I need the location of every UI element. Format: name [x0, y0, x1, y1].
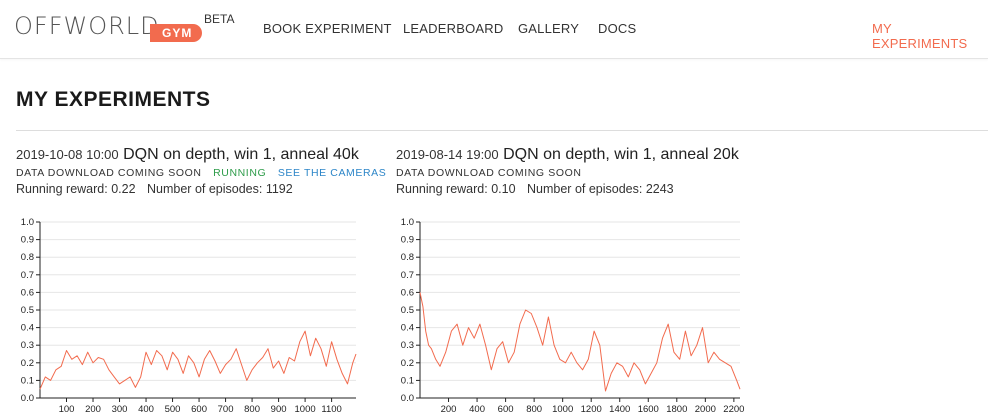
y-tick-label: 0.6: [401, 287, 414, 298]
experiment-name: DQN on depth, win 1, anneal 40k: [123, 146, 359, 163]
beta-label: BETA: [204, 12, 235, 26]
x-tick-label: 2200: [723, 404, 744, 415]
experiment-datetime: 2019-08-14 19:00: [396, 147, 499, 162]
x-tick-label: 1600: [638, 404, 659, 415]
experiment-header: 2019-10-08 10:00 DQN on depth, win 1, an…: [16, 146, 376, 164]
logo-wordmark: OFFWORLD: [14, 12, 160, 40]
x-tick-label: 500: [165, 404, 181, 415]
y-tick-label: 0.5: [21, 305, 34, 316]
y-tick-label: 0.3: [21, 340, 34, 351]
top-navbar: OFFWORLD GYM BETA BOOK EXPERIMENT LEADER…: [0, 0, 988, 59]
x-tick-label: 300: [112, 404, 128, 415]
reward-chart-1: 0.0 0.1 0.2 0.3 0.4 0.5 0.6 0.7 0.8 0.9 1.0 100 200 3…: [21, 217, 357, 415]
reward-chart-2: 0.0 0.1 0.2 0.3 0.4 0.5 0.6 0.7 0.8 0.9 1.0 200 400 6…: [401, 217, 745, 415]
logo-gym-badge: GYM: [150, 24, 203, 42]
x-tick-label: 1000: [295, 404, 316, 415]
y-tick-label: 0.3: [401, 340, 414, 351]
x-tick-label: 400: [469, 404, 485, 415]
y-tick-label: 0.0: [21, 393, 34, 404]
see-cameras-link[interactable]: SEE THE CAMERAS: [277, 167, 387, 179]
x-tick-label: 200: [441, 404, 457, 415]
x-tick-label: 800: [244, 404, 260, 415]
y-tick-label: 0.2: [21, 358, 34, 369]
y-tick-label: 0.8: [21, 252, 34, 263]
x-tick-label: 1100: [321, 404, 341, 415]
x-tick-label: 200: [85, 404, 101, 415]
divider: [16, 130, 988, 131]
y-tick-label: 0.5: [401, 305, 414, 316]
y-tick-label: 0.6: [21, 287, 34, 298]
y-tick-label: 1.0: [401, 217, 414, 228]
experiment-stats: Running reward: 0.10 Number of episodes:…: [396, 182, 756, 196]
x-tick-label: 800: [526, 404, 542, 415]
running-reward: Running reward: 0.10: [396, 182, 516, 196]
x-tick-label: 600: [498, 404, 514, 415]
experiment-datetime: 2019-10-08 10:00: [16, 147, 119, 162]
experiment-card-1: 2019-10-08 10:00 DQN on depth, win 1, an…: [16, 146, 386, 196]
y-tick-label: 0.2: [401, 358, 414, 369]
experiment-stats: Running reward: 0.22 Number of episodes:…: [16, 182, 376, 196]
y-tick-label: 0.8: [401, 252, 414, 263]
episode-count: Number of episodes: 2243: [527, 182, 674, 196]
y-tick-label: 0.1: [401, 375, 414, 386]
running-reward: Running reward: 0.22: [16, 182, 136, 196]
page-title: MY EXPERIMENTS: [16, 88, 211, 111]
episode-count: Number of episodes: 1192: [147, 182, 293, 196]
data-download-notice: DATA DOWNLOAD COMING SOON: [16, 167, 202, 179]
y-tick-label: 1.0: [21, 217, 34, 228]
x-tick-label: 900: [271, 404, 287, 415]
nav-book-experiment[interactable]: BOOK EXPERIMENT: [263, 21, 392, 36]
reward-series-line: [39, 330, 357, 390]
nav-my-experiments[interactable]: MY EXPERIMENTS: [872, 21, 968, 51]
y-tick-label: 0.7: [21, 270, 34, 281]
y-tick-label: 0.4: [21, 323, 34, 334]
y-tick-label: 0.1: [21, 375, 34, 386]
nav-docs[interactable]: DOCS: [598, 21, 637, 36]
x-tick-label: 1400: [609, 404, 630, 415]
x-tick-label: 100: [59, 404, 75, 415]
experiment-name: DQN on depth, win 1, anneal 20k: [503, 146, 739, 163]
nav-leaderboard[interactable]: LEADERBOARD: [403, 21, 504, 36]
y-tick-label: 0.9: [401, 235, 414, 246]
y-tick-label: 0.9: [21, 235, 34, 246]
reward-series-line: [419, 292, 741, 392]
data-download-notice: DATA DOWNLOAD COMING SOON: [396, 167, 582, 179]
x-tick-label: 600: [191, 404, 207, 415]
y-tick-label: 0.0: [401, 393, 414, 404]
x-tick-label: 400: [138, 404, 154, 415]
running-status: RUNNING: [213, 167, 267, 179]
experiment-status-row: DATA DOWNLOAD COMING SOON: [396, 167, 756, 179]
experiment-status-row: DATA DOWNLOAD COMING SOON RUNNING SEE TH…: [16, 167, 386, 179]
experiment-card-2: 2019-08-14 19:00 DQN on depth, win 1, an…: [396, 146, 756, 196]
x-tick-label: 1200: [581, 404, 602, 415]
x-tick-label: 700: [218, 404, 234, 415]
nav-gallery[interactable]: GALLERY: [518, 21, 580, 36]
experiment-header: 2019-08-14 19:00 DQN on depth, win 1, an…: [396, 146, 756, 164]
x-tick-label: 2000: [695, 404, 716, 415]
y-tick-label: 0.7: [401, 270, 414, 281]
x-tick-label: 1000: [552, 404, 573, 415]
offworld-gym-logo[interactable]: OFFWORLD GYM BETA: [14, 10, 234, 50]
x-tick-label: 1800: [666, 404, 687, 415]
y-tick-label: 0.4: [401, 323, 414, 334]
